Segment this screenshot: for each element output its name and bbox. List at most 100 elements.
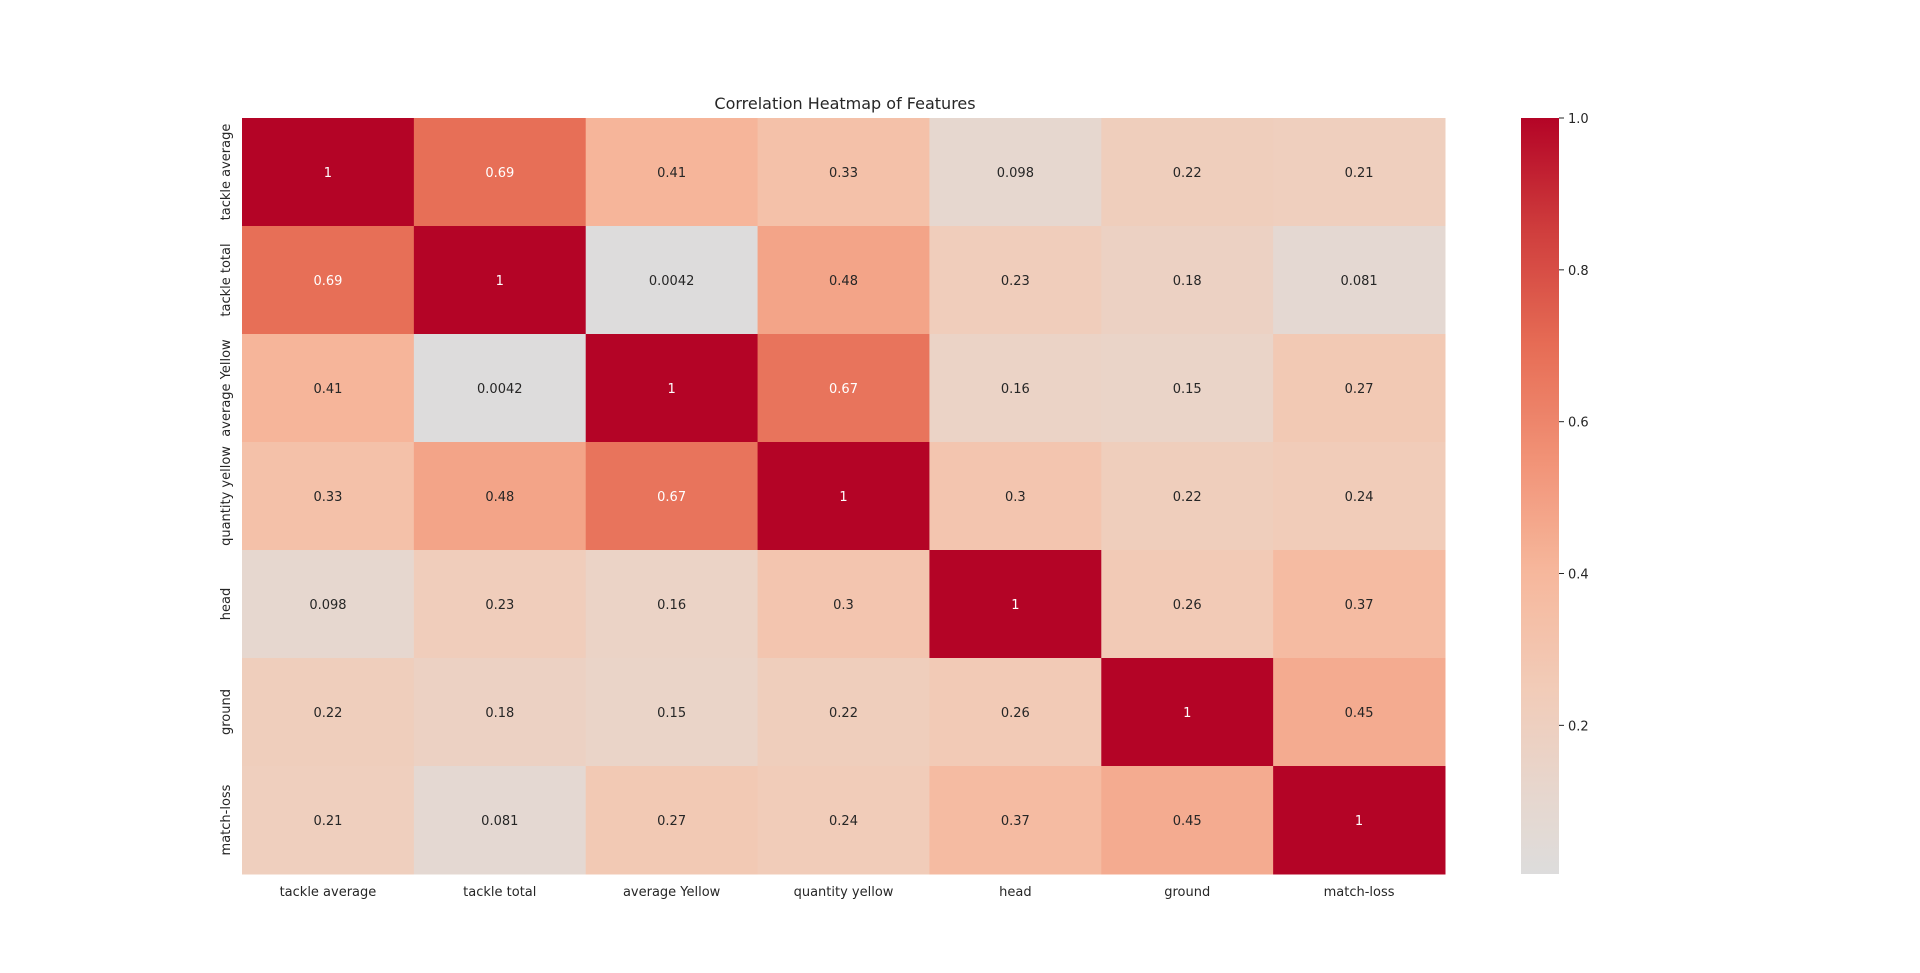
heatmap-cell xyxy=(929,226,1102,335)
heatmap-cell xyxy=(585,766,759,875)
cell-value-label: 0.67 xyxy=(657,490,686,505)
heatmap-cell xyxy=(1101,766,1274,875)
heatmap-cell xyxy=(242,766,415,875)
heatmap-cell xyxy=(413,550,587,659)
cell-value-label: 0.27 xyxy=(657,814,686,829)
cell-value-label: 0.22 xyxy=(313,706,342,721)
cell-value-label: 0.41 xyxy=(313,382,342,397)
colorbar-tick-label: 0.2 xyxy=(1568,719,1589,734)
cell-value-label: 0.27 xyxy=(1345,382,1374,397)
cell-value-label: 0.15 xyxy=(657,706,686,721)
heatmap-cell xyxy=(929,118,1102,227)
heatmap-cell xyxy=(413,442,587,551)
cell-value-label: 0.15 xyxy=(1173,382,1202,397)
cell-value-label: 0.22 xyxy=(829,706,858,721)
cell-value-label: 0.3 xyxy=(833,598,854,613)
x-tick-label: tackle average xyxy=(280,885,377,900)
y-tick-label: tackle average xyxy=(219,124,234,221)
heatmap-cell xyxy=(413,226,587,335)
x-tick-label: head xyxy=(999,885,1031,900)
cell-value-label: 0.0042 xyxy=(477,382,523,397)
heatmap-cell xyxy=(585,658,759,767)
heatmap-cell xyxy=(929,766,1102,875)
y-tick-label: match-loss xyxy=(219,784,234,855)
cell-value-label: 1 xyxy=(667,382,675,397)
heatmap-cell xyxy=(757,658,930,767)
heatmap-cell-labels: 1 0.69 0.41 0.33 0.098 0.22 0.21 0.69 1 0.0042 0.4… xyxy=(309,166,1377,829)
cell-value-label: 0.37 xyxy=(1001,814,1030,829)
heatmap-cell xyxy=(242,118,415,227)
cell-value-label: 0.48 xyxy=(485,490,514,505)
heatmap-cell xyxy=(757,226,930,335)
y-tick-label: tackle total xyxy=(219,243,234,316)
heatmap-cell xyxy=(585,334,759,443)
cell-value-label: 1 xyxy=(324,166,332,181)
chart-title: Correlation Heatmap of Features xyxy=(714,94,975,113)
cell-value-label: 0.37 xyxy=(1345,598,1374,613)
cell-value-label: 0.22 xyxy=(1173,166,1202,181)
cell-value-label: 0.3 xyxy=(1005,490,1026,505)
cell-value-label: 0.48 xyxy=(829,274,858,289)
heatmap-cell xyxy=(1273,658,1446,767)
cell-value-label: 0.23 xyxy=(485,598,514,613)
cell-value-label: 0.33 xyxy=(313,490,342,505)
heatmap-cell xyxy=(1101,334,1274,443)
cell-value-label: 0.23 xyxy=(1001,274,1030,289)
heatmap-cell xyxy=(1273,550,1446,659)
cell-value-label: 0.18 xyxy=(485,706,514,721)
x-tick-label: match-loss xyxy=(1324,885,1395,900)
cell-value-label: 0.18 xyxy=(1173,274,1202,289)
cell-value-label: 0.26 xyxy=(1001,706,1030,721)
cell-value-label: 0.41 xyxy=(657,166,686,181)
cell-value-label: 0.21 xyxy=(313,814,342,829)
cell-value-label: 0.16 xyxy=(657,598,686,613)
colorbar-ticks: 0.2 0.4 0.6 0.8 1.0 xyxy=(1559,112,1589,734)
cell-value-label: 0.69 xyxy=(485,166,514,181)
y-tick-label: average Yellow xyxy=(219,339,234,437)
heatmap-cell xyxy=(242,658,415,767)
heatmap-cell xyxy=(757,442,930,551)
y-tick-label: ground xyxy=(219,689,234,735)
heatmap-cell xyxy=(929,334,1102,443)
cell-value-label: 1 xyxy=(1183,706,1191,721)
cell-value-label: 1 xyxy=(496,274,504,289)
heatmap-cell xyxy=(242,550,415,659)
cell-value-label: 0.22 xyxy=(1173,490,1202,505)
heatmap-cell xyxy=(1273,334,1446,443)
heatmap-cell xyxy=(1101,442,1274,551)
cell-value-label: 0.21 xyxy=(1345,166,1374,181)
x-tick-label: tackle total xyxy=(463,885,536,900)
heatmap-cell xyxy=(1273,118,1446,227)
cell-value-label: 0.0042 xyxy=(649,274,695,289)
heatmap-cells xyxy=(242,118,1446,875)
cell-value-label: 0.67 xyxy=(829,382,858,397)
heatmap-cell xyxy=(1273,226,1446,335)
heatmap-cell xyxy=(1101,118,1274,227)
heatmap-cell xyxy=(413,334,587,443)
colorbar-tick-label: 0.4 xyxy=(1568,568,1589,583)
heatmap-cell xyxy=(929,442,1102,551)
y-tick-labels: tackle average tackle total average Yellow… xyxy=(219,124,234,856)
heatmap-cell xyxy=(929,658,1102,767)
heatmap-cell xyxy=(585,550,759,659)
heatmap-cell xyxy=(242,226,415,335)
heatmap-cell xyxy=(757,334,930,443)
heatmap-cell xyxy=(1273,442,1446,551)
x-tick-labels: tackle average tackle total average Yellow… xyxy=(280,885,1395,900)
y-tick-label: head xyxy=(219,588,234,620)
heatmap-cell xyxy=(413,658,587,767)
colorbar-tick-label: 0.8 xyxy=(1568,264,1589,279)
cell-value-label: 1 xyxy=(1355,814,1363,829)
heatmap-cell xyxy=(413,118,587,227)
heatmap-cell xyxy=(585,226,759,335)
heatmap-cell xyxy=(1273,766,1446,875)
cell-value-label: 0.098 xyxy=(997,166,1034,181)
colorbar: 0.2 0.4 0.6 0.8 1.0 xyxy=(1521,112,1589,874)
cell-value-label: 0.24 xyxy=(1345,490,1374,505)
heatmap-cell xyxy=(585,118,759,227)
cell-value-label: 0.16 xyxy=(1001,382,1030,397)
heatmap-cell xyxy=(757,766,930,875)
colorbar-tick-label: 1.0 xyxy=(1568,112,1589,127)
cell-value-label: 0.081 xyxy=(1340,274,1377,289)
